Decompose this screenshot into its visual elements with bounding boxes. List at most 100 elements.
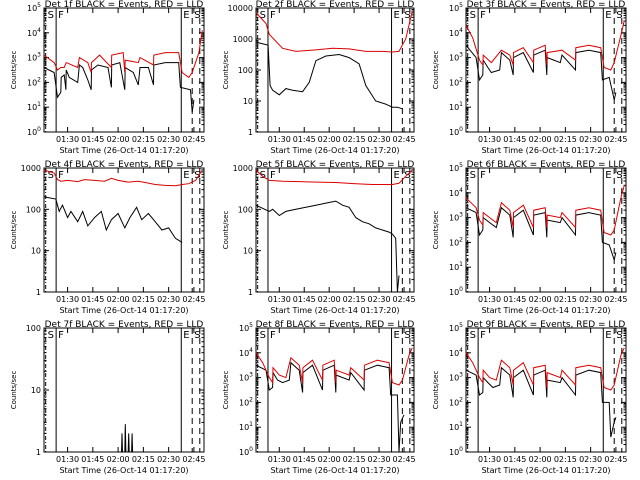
y-tick-label: 10 (243, 97, 253, 106)
series-events (43, 61, 195, 113)
y-tick-label: 100 (238, 205, 253, 214)
marker-label: S (616, 330, 622, 341)
y-tick-label: 101 (239, 421, 253, 432)
x-tick-label: 02:15 (554, 455, 577, 464)
y-tick-label: 103 (449, 372, 463, 383)
panel-title: Det 1f BLACK = Events, RED = LLD (45, 0, 204, 10)
x-tick-label: 02:30 (157, 295, 180, 304)
x-tick-label: 01:45 (81, 455, 104, 464)
plot-frame (255, 167, 415, 293)
x-tick-label: 01:30 (478, 455, 501, 464)
y-tick-label: 104 (239, 347, 253, 358)
y-tick-label: 1 (248, 128, 253, 137)
x-tick-label: 01:30 (478, 135, 501, 144)
x-tick-label: 01:45 (293, 455, 316, 464)
y-tick-label: 1 (36, 288, 41, 297)
panel-title: Det 7f BLACK = Events, RED = LLD (45, 320, 204, 330)
panel-title: Det 3f BLACK = Events, RED = LLD (467, 0, 626, 10)
x-tick-label: 01:45 (503, 295, 526, 304)
marker-label: S (404, 330, 410, 341)
marker-label: S (260, 330, 266, 341)
x-tick-label: 01:45 (81, 295, 104, 304)
y-tick-label: 104 (449, 347, 463, 358)
panel-det-4: 1 10 100 1000 01:30 01:45 02:00 02:15 02:30 02:45… (10, 160, 205, 315)
x-tick-label: 02:30 (368, 135, 391, 144)
plot-frame (43, 7, 205, 133)
y-tick-label: 104 (449, 27, 463, 38)
y-tick-label: 102 (239, 396, 253, 407)
y-tick-label: 10 (31, 247, 41, 256)
x-tick-label: 02:30 (368, 295, 391, 304)
plot-frame (255, 7, 415, 133)
x-axis-label: Start Time (26-Oct-14 01:17:20) (270, 146, 399, 155)
x-tick-label: 02:30 (579, 295, 602, 304)
marker-label: S (48, 170, 54, 181)
marker-label: F (480, 330, 486, 341)
marker-label: F (58, 10, 64, 21)
panel-title: Det 6f BLACK = Events, RED = LLD (467, 160, 626, 170)
series-events (121, 424, 134, 453)
x-tick-label: 02:00 (529, 455, 552, 464)
x-tick-label: 02:45 (604, 295, 627, 304)
y-tick-label: 1000 (21, 164, 41, 173)
y-axis-label: Counts/sec (432, 211, 440, 250)
x-tick-label: 02:30 (579, 455, 602, 464)
marker-label: E (605, 170, 611, 181)
x-axis-label: Start Time (26-Oct-14 01:17:20) (481, 306, 610, 315)
x-axis-label: Start Time (26-Oct-14 01:17:20) (270, 466, 399, 475)
series-lld (465, 347, 625, 391)
series-events (255, 41, 403, 110)
y-tick-label: 101 (27, 101, 41, 112)
y-tick-label: 100 (449, 126, 463, 137)
x-tick-label: 02:15 (343, 455, 366, 464)
plot-frame (465, 327, 627, 453)
y-tick-label: 104 (27, 27, 41, 38)
series-lld (255, 347, 413, 386)
x-tick-label: 01:45 (503, 455, 526, 464)
panel-title: Det 5f BLACK = Events, RED = LLD (256, 160, 415, 170)
marker-label: S (616, 170, 622, 181)
x-tick-label: 02:45 (392, 455, 415, 464)
x-tick-label: 02:15 (343, 295, 366, 304)
y-tick-label: 100 (238, 66, 253, 75)
y-axis-label: Counts/sec (10, 211, 18, 250)
y-tick-label: 1000 (233, 35, 253, 44)
marker-label: E (183, 330, 189, 341)
x-tick-label: 02:30 (368, 455, 391, 464)
x-tick-label: 02:15 (132, 455, 155, 464)
x-tick-label: 02:45 (392, 295, 415, 304)
series-events (465, 44, 617, 100)
y-tick-label: 103 (449, 212, 463, 223)
x-tick-label: 02:45 (182, 295, 205, 304)
x-axis-label: Start Time (26-Oct-14 01:17:20) (59, 306, 188, 315)
x-tick-label: 01:30 (56, 455, 79, 464)
y-tick-label: 100 (26, 324, 41, 333)
series-events (465, 206, 617, 262)
y-axis-label: Counts/sec (10, 371, 18, 410)
marker-label: F (480, 170, 486, 181)
marker-label: F (270, 330, 276, 341)
y-tick-label: 105 (27, 2, 41, 13)
x-tick-label: 01:45 (293, 135, 316, 144)
x-tick-label: 02:15 (554, 135, 577, 144)
x-axis-label: Start Time (26-Oct-14 01:17:20) (481, 146, 610, 155)
y-tick-label: 10000 (228, 4, 253, 13)
marker-label: S (470, 10, 476, 21)
plot-frame (465, 7, 627, 133)
panel-title: Det 2f BLACK = Events, RED = LLD (256, 0, 415, 10)
y-axis-label: Counts/sec (222, 51, 230, 90)
panel-det-5: 1 10 100 1000 01:30 01:45 02:00 02:15 02:30 02:45… (222, 160, 416, 315)
y-axis-label: Counts/sec (432, 371, 440, 410)
marker-label: S (260, 170, 266, 181)
y-tick-label: 100 (449, 446, 463, 457)
marker-label: S (404, 170, 410, 181)
series-lld (43, 30, 203, 79)
x-tick-label: 01:30 (268, 295, 291, 304)
x-tick-label: 02:00 (318, 135, 341, 144)
x-tick-label: 02:00 (318, 295, 341, 304)
x-tick-label: 01:30 (56, 135, 79, 144)
